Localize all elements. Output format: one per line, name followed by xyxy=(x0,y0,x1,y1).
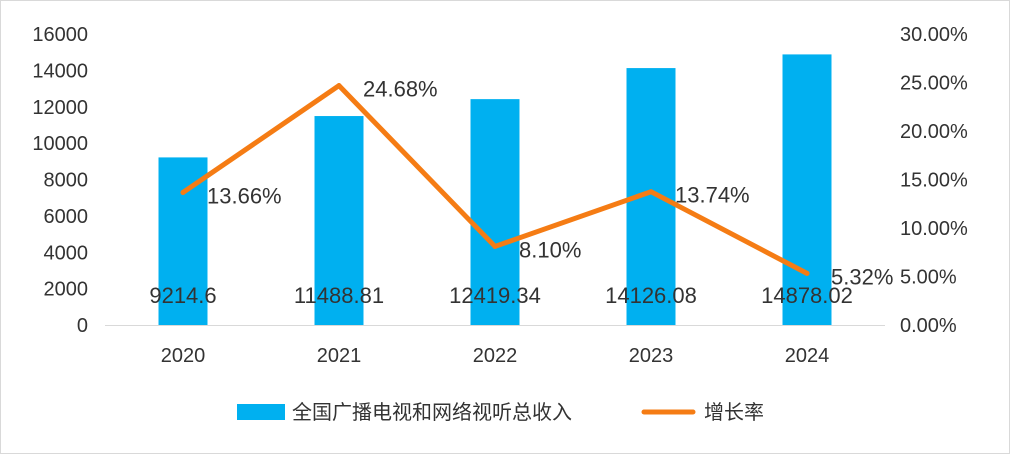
bar-value-label: 14126.08 xyxy=(605,283,697,308)
y-axis-right: 0.00% 5.00% 10.00% 15.00% 20.00% 25.00% 30.00% xyxy=(900,24,968,337)
bar xyxy=(314,116,364,325)
line-value-label: 13.74% xyxy=(675,183,750,208)
legend-swatch-bar xyxy=(237,404,285,420)
y-left-tick-label: 2000 xyxy=(44,279,89,301)
y-right-tick-label: 30.00% xyxy=(900,24,968,46)
line-point xyxy=(336,83,342,89)
y-left-tick-label: 4000 xyxy=(44,242,89,264)
y-left-tick-label: 10000 xyxy=(32,133,88,155)
y-right-tick-label: 5.00% xyxy=(900,267,957,289)
line-value-label: 8.10% xyxy=(519,237,581,262)
y-right-tick-label: 0.00% xyxy=(900,315,957,337)
line-value-label: 13.66% xyxy=(207,183,282,208)
line-point xyxy=(492,243,498,249)
bar xyxy=(470,99,520,325)
x-tick-label: 2024 xyxy=(785,345,830,367)
y-left-tick-label: 8000 xyxy=(44,170,89,192)
bar xyxy=(158,157,208,325)
x-tick-label: 2022 xyxy=(473,345,518,367)
line-series xyxy=(180,83,810,276)
y-right-tick-label: 25.00% xyxy=(900,73,968,95)
legend-label-bar: 全国广播电视和网络视听总收入 xyxy=(292,400,572,424)
line-value-label: 24.68% xyxy=(363,77,438,102)
y-left-tick-label: 12000 xyxy=(32,97,88,119)
line-data-labels: 13.66% 24.68% 8.10% 13.74% 5.32% xyxy=(207,77,893,290)
bar-value-label: 14878.02 xyxy=(761,283,853,308)
y-left-tick-label: 14000 xyxy=(32,60,88,82)
line-point xyxy=(804,270,810,276)
legend-label-line: 增长率 xyxy=(704,400,764,424)
line-point xyxy=(648,189,654,195)
y-left-tick-label: 16000 xyxy=(32,24,88,46)
bar-value-label: 11488.81 xyxy=(294,283,384,308)
y-axis-left: 0 2000 4000 6000 8000 10000 12000 14000 16000 xyxy=(32,24,88,337)
bar-value-label: 9214.6 xyxy=(149,283,216,308)
y-left-tick-label: 6000 xyxy=(44,206,89,228)
x-tick-label: 2023 xyxy=(629,345,674,367)
bar-value-label: 12419.34 xyxy=(449,283,541,308)
line-value-label: 5.32% xyxy=(831,264,893,289)
bar-data-labels: 9214.6 11488.81 12419.34 14126.08 14878.02 xyxy=(149,283,853,308)
x-tick-label: 2020 xyxy=(161,345,206,367)
y-right-tick-label: 10.00% xyxy=(900,218,968,240)
y-left-tick-label: 0 xyxy=(77,315,88,337)
legend: 全国广播电视和网络视听总收入 增长率 xyxy=(237,400,764,424)
y-right-tick-label: 15.00% xyxy=(900,170,968,192)
y-right-tick-label: 20.00% xyxy=(900,121,968,143)
x-tick-label: 2021 xyxy=(317,345,362,367)
line-point xyxy=(180,189,186,195)
x-axis: 2020 2021 2022 2023 2024 xyxy=(161,345,830,367)
bar xyxy=(782,54,832,326)
